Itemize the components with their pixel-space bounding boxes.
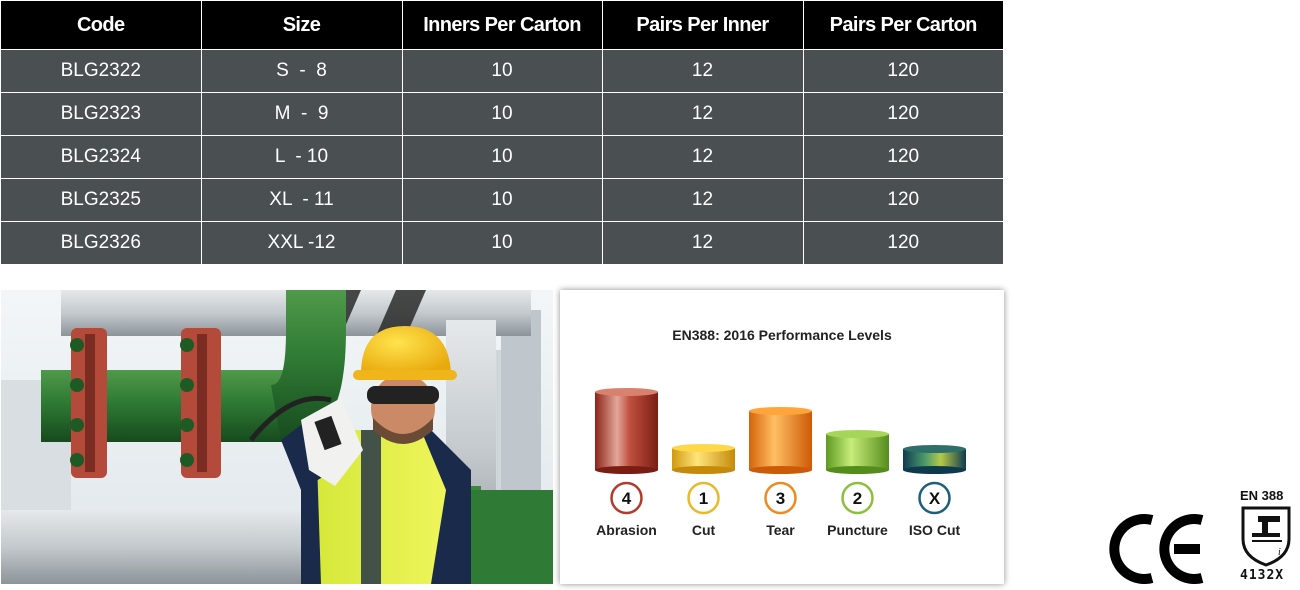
cell-inners: 10 <box>402 178 603 222</box>
ce-mark-icon <box>1109 514 1204 584</box>
cell-code: BLG2326 <box>1 221 202 264</box>
spec-table: Code Size Inners Per Carton Pairs Per In… <box>1 1 1003 264</box>
cell-size: L - 10 <box>201 135 403 179</box>
cell-code: BLG2322 <box>1 49 202 93</box>
column-header-inners-per-carton: Inners Per Carton <box>402 1 603 50</box>
table-row: BLG2324 L - 10 10 12 120 <box>1 135 1003 179</box>
cell-pairs-inner: 12 <box>602 49 804 93</box>
table-row: BLG2326 XXL -12 10 12 120 <box>1 221 1003 264</box>
cell-size: S - 8 <box>201 49 403 93</box>
cell-pairs-carton: 120 <box>803 92 1003 136</box>
level-circle-cut <box>687 481 720 515</box>
performance-card: EN388: 2016 Performance Levels <box>560 290 1004 584</box>
column-header-pairs-per-carton: Pairs Per Carton <box>803 1 1003 50</box>
table-header-row: Code Size Inners Per Carton Pairs Per In… <box>1 1 1003 50</box>
level-circle-puncture <box>841 481 874 515</box>
level-label-puncture: Puncture <box>827 522 888 538</box>
performance-chart: 4 1 3 2 X Abrasion Cut Tear Puncture ISO… <box>595 388 966 538</box>
cell-pairs-carton: 120 <box>803 221 1003 264</box>
cell-size: XXL -12 <box>201 221 403 264</box>
cylinder-abrasion <box>595 388 658 474</box>
cell-code: BLG2325 <box>1 178 202 222</box>
cell-inners: 10 <box>402 92 603 136</box>
cell-inners: 10 <box>402 135 603 179</box>
cell-size: M - 9 <box>201 92 403 136</box>
cylinder-puncture <box>826 430 889 474</box>
level-label-abrasion: Abrasion <box>596 522 657 538</box>
level-value-puncture: 2 <box>853 489 862 508</box>
cell-pairs-inner: 12 <box>602 221 804 264</box>
cell-pairs-inner: 12 <box>602 135 804 179</box>
cell-code: BLG2323 <box>1 92 202 136</box>
level-label-tear: Tear <box>766 522 795 538</box>
cell-pairs-carton: 120 <box>803 178 1003 222</box>
svg-text:i: i <box>1278 547 1281 558</box>
level-value-cut: 1 <box>699 489 708 508</box>
level-value-tear: 3 <box>776 489 785 508</box>
level-circle-tear <box>764 481 797 515</box>
column-header-pairs-per-inner: Pairs Per Inner <box>602 1 804 50</box>
cylinder-iso-cut <box>903 445 966 474</box>
en-standard-label: EN 388 <box>1240 488 1284 503</box>
cell-pairs-carton: 120 <box>803 49 1003 93</box>
table-row: BLG2325 XL - 11 10 12 120 <box>1 178 1003 222</box>
cylinder-tear <box>749 407 812 474</box>
cell-size: XL - 11 <box>201 178 403 222</box>
cell-pairs-inner: 12 <box>602 178 804 222</box>
performance-title: EN388: 2016 Performance Levels <box>672 327 892 343</box>
level-label-cut: Cut <box>692 522 716 538</box>
cell-inners: 10 <box>402 49 603 93</box>
level-circle-iso-cut <box>918 481 951 515</box>
level-value-iso-cut: X <box>929 489 941 508</box>
level-circle-abrasion <box>610 481 643 515</box>
column-header-size: Size <box>201 1 403 50</box>
cylinder-cut <box>672 444 735 474</box>
cell-inners: 10 <box>402 221 603 264</box>
table-row: BLG2323 M - 9 10 12 120 <box>1 92 1003 136</box>
level-label-iso-cut: ISO Cut <box>909 522 961 538</box>
cell-code: BLG2324 <box>1 135 202 179</box>
table-row: BLG2322 S - 8 10 12 120 <box>1 49 1003 93</box>
cell-pairs-carton: 120 <box>803 135 1003 179</box>
worker-photo <box>1 290 553 584</box>
level-value-abrasion: 4 <box>622 489 632 508</box>
column-header-code: Code <box>1 1 202 50</box>
cell-pairs-inner: 12 <box>602 92 804 136</box>
en-performance-code: 4132X <box>1240 568 1285 583</box>
hammer-shield-icon: i <box>1241 506 1291 567</box>
